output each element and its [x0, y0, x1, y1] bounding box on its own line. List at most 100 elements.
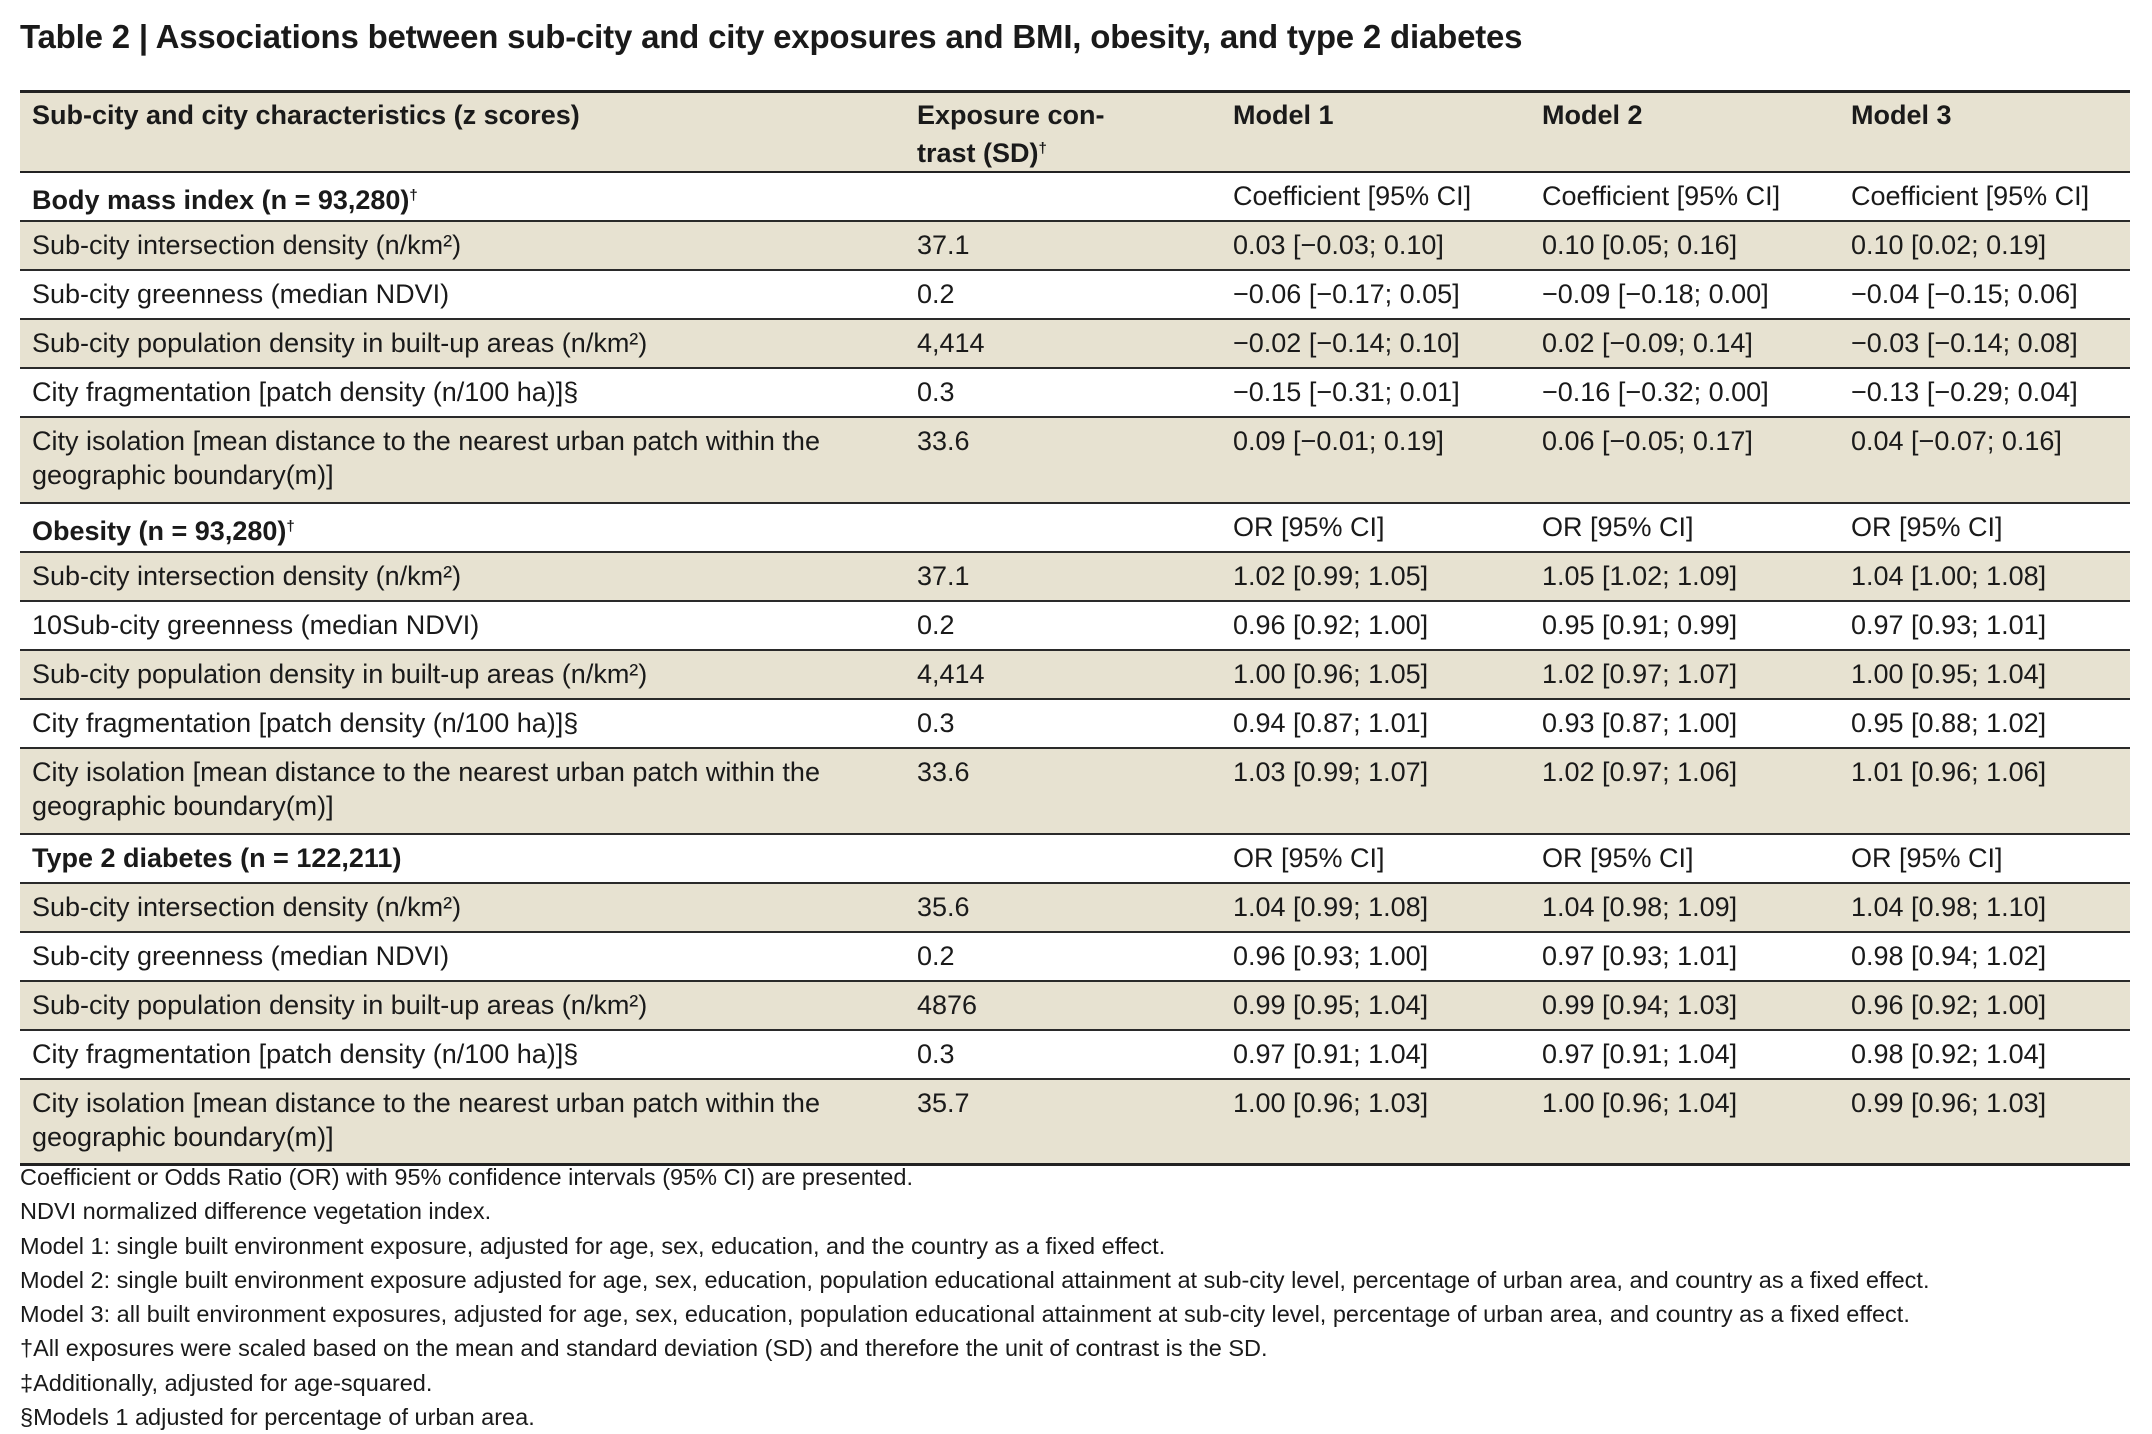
- header-exposure-line1: Exposure con-: [917, 100, 1105, 130]
- row-label-text: Sub-city population density in built-up …: [32, 658, 648, 689]
- model-2-cell: −0.16 [−0.32; 0.00]: [1530, 367, 1839, 418]
- table-footnotes: Coefficient or Odds Ratio (OR) with 95% …: [20, 1160, 2140, 1434]
- model-2-cell: 0.95 [0.91; 0.99]: [1530, 600, 1839, 651]
- model-3-cell: 0.99 [0.96; 1.03]: [1839, 1078, 2130, 1166]
- model-3-cell: 1.01 [0.96; 1.06]: [1839, 747, 2130, 835]
- exposure-contrast-cell: 4,414: [905, 318, 1221, 369]
- row-label-text: Sub-city population density in built-up …: [32, 989, 648, 1020]
- model-3-cell: 0.96 [0.92; 1.00]: [1839, 980, 2130, 1031]
- footnote-mark: †: [286, 517, 295, 535]
- model-2-cell: −0.09 [−0.18; 0.00]: [1530, 269, 1839, 320]
- exposure-contrast-cell: 35.6: [905, 882, 1221, 933]
- row-label-text: Body mass index (n = 93,280): [32, 184, 410, 215]
- results-table: Sub-city and city characteristics (z sco…: [20, 90, 2130, 1166]
- model-2-cell: 0.99 [0.94; 1.03]: [1530, 980, 1839, 1031]
- row-label: Sub-city intersection density (n/km²): [20, 882, 905, 933]
- row-label-text: City isolation [mean distance to the nea…: [32, 1087, 820, 1118]
- row-label: Sub-city greenness (median NDVI): [20, 269, 905, 320]
- model-3-cell: −0.13 [−0.29; 0.04]: [1839, 367, 2130, 418]
- model-3-cell: Coefficient [95% CI]: [1839, 171, 2130, 222]
- row-label: City isolation [mean distance to the nea…: [20, 747, 905, 835]
- table-row: City fragmentation [patch density (n/100…: [20, 698, 2130, 749]
- table-row: Sub-city intersection density (n/km²) 35.…: [20, 882, 2130, 933]
- row-label: Sub-city population density in built-up …: [20, 318, 905, 369]
- model-2-cell: 1.00 [0.96; 1.04]: [1530, 1078, 1839, 1166]
- model-2-cell: 1.05 [1.02; 1.09]: [1530, 551, 1839, 602]
- model-1-cell: 1.03 [0.99; 1.07]: [1221, 747, 1530, 835]
- row-label-text: City fragmentation [patch density (n/100…: [32, 707, 579, 738]
- row-label: City fragmentation [patch density (n/100…: [20, 698, 905, 749]
- exposure-contrast-cell: 0.3: [905, 367, 1221, 418]
- footnote-line: NDVI normalized difference vegetation in…: [20, 1198, 492, 1225]
- model-1-cell: −0.02 [−0.14; 0.10]: [1221, 318, 1530, 369]
- row-label-text: City isolation [mean distance to the nea…: [32, 425, 820, 456]
- table-row: Sub-city population density in built-up …: [20, 980, 2130, 1031]
- row-label-text: 10Sub-city greenness (median NDVI): [32, 609, 480, 640]
- footnote-line: Model 2: single built environment exposu…: [20, 1266, 1930, 1293]
- model-1-cell: 1.04 [0.99; 1.08]: [1221, 882, 1530, 933]
- table-row: Sub-city intersection density (n/km²) 37.…: [20, 220, 2130, 271]
- row-label: Body mass index (n = 93,280)†: [20, 171, 905, 222]
- table-row: City fragmentation [patch density (n/100…: [20, 1029, 2130, 1080]
- model-2-cell: 0.06 [−0.05; 0.17]: [1530, 416, 1839, 504]
- model-3-cell: OR [95% CI]: [1839, 502, 2130, 553]
- exposure-contrast-cell: [905, 833, 1221, 884]
- header-exposure-line2: trast (SD): [917, 138, 1039, 168]
- row-label: Sub-city population density in built-up …: [20, 980, 905, 1031]
- model-2-cell: Coefficient [95% CI]: [1530, 171, 1839, 222]
- row-label: Sub-city population density in built-up …: [20, 649, 905, 700]
- model-3-cell: 1.04 [0.98; 1.10]: [1839, 882, 2130, 933]
- table-row: City isolation [mean distance to the nea…: [20, 747, 2130, 835]
- model-3-cell: 0.97 [0.93; 1.01]: [1839, 600, 2130, 651]
- table-section-row: Type 2 diabetes (n = 122,211) OR [95% CI]…: [20, 833, 2130, 884]
- row-label: City isolation [mean distance to the nea…: [20, 416, 905, 504]
- exposure-contrast-cell: 0.3: [905, 698, 1221, 749]
- model-1-cell: 0.03 [−0.03; 0.10]: [1221, 220, 1530, 271]
- header-model-2: Model 2: [1530, 90, 1839, 173]
- model-2-cell: 0.97 [0.93; 1.01]: [1530, 931, 1839, 982]
- footnote-line: †All exposures were scaled based on the …: [20, 1335, 1268, 1362]
- model-2-cell: OR [95% CI]: [1530, 502, 1839, 553]
- footnote-line: Model 3: all built environment exposures…: [20, 1301, 1910, 1328]
- model-2-cell: 0.93 [0.87; 1.00]: [1530, 698, 1839, 749]
- model-1-cell: −0.15 [−0.31; 0.01]: [1221, 367, 1530, 418]
- exposure-contrast-cell: 33.6: [905, 747, 1221, 835]
- row-label: Obesity (n = 93,280)†: [20, 502, 905, 553]
- exposure-contrast-cell: 35.7: [905, 1078, 1221, 1166]
- header-model-3: Model 3: [1839, 90, 2130, 173]
- header-exposure-contrast: Exposure con- trast (SD)†: [905, 90, 1221, 173]
- table-row: Sub-city greenness (median NDVI) 0.2 0.96 …: [20, 931, 2130, 982]
- model-1-cell: 1.00 [0.96; 1.05]: [1221, 649, 1530, 700]
- row-label-text: City fragmentation [patch density (n/100…: [32, 1038, 579, 1069]
- row-label: Sub-city intersection density (n/km²): [20, 551, 905, 602]
- model-2-cell: 1.02 [0.97; 1.06]: [1530, 747, 1839, 835]
- row-label-text: Sub-city intersection density (n/km²): [32, 891, 462, 922]
- table-section-row: Obesity (n = 93,280)† OR [95% CI] OR [95% …: [20, 502, 2130, 553]
- exposure-contrast-cell: 4876: [905, 980, 1221, 1031]
- exposure-contrast-cell: 37.1: [905, 551, 1221, 602]
- table-section-row: Body mass index (n = 93,280)† Coefficient…: [20, 171, 2130, 222]
- model-3-cell: 0.04 [−0.07; 0.16]: [1839, 416, 2130, 504]
- table-row: Sub-city population density in built-up …: [20, 318, 2130, 369]
- model-3-cell: 1.00 [0.95; 1.04]: [1839, 649, 2130, 700]
- table-title: Table 2 | Associations between sub-city …: [20, 18, 1523, 55]
- table-row: City isolation [mean distance to the nea…: [20, 1078, 2130, 1166]
- exposure-contrast-cell: 37.1: [905, 220, 1221, 271]
- row-label-text-line2: geographic boundary(m)]: [32, 790, 334, 821]
- row-label-text: Type 2 diabetes (n = 122,211): [32, 842, 402, 873]
- table-row: City fragmentation [patch density (n/100…: [20, 367, 2130, 418]
- exposure-contrast-cell: 0.2: [905, 600, 1221, 651]
- row-label: Sub-city greenness (median NDVI): [20, 931, 905, 982]
- model-3-cell: OR [95% CI]: [1839, 833, 2130, 884]
- model-1-cell: 0.94 [0.87; 1.01]: [1221, 698, 1530, 749]
- exposure-contrast-cell: 0.2: [905, 931, 1221, 982]
- model-3-cell: 0.98 [0.92; 1.04]: [1839, 1029, 2130, 1080]
- model-1-cell: 0.99 [0.95; 1.04]: [1221, 980, 1530, 1031]
- footnote-line: ‡Additionally, adjusted for age-squared.: [20, 1369, 433, 1396]
- exposure-contrast-cell: [905, 502, 1221, 553]
- model-1-cell: Coefficient [95% CI]: [1221, 171, 1530, 222]
- model-1-cell: OR [95% CI]: [1221, 833, 1530, 884]
- row-label-text: Sub-city greenness (median NDVI): [32, 278, 450, 309]
- model-3-cell: 0.10 [0.02; 0.19]: [1839, 220, 2130, 271]
